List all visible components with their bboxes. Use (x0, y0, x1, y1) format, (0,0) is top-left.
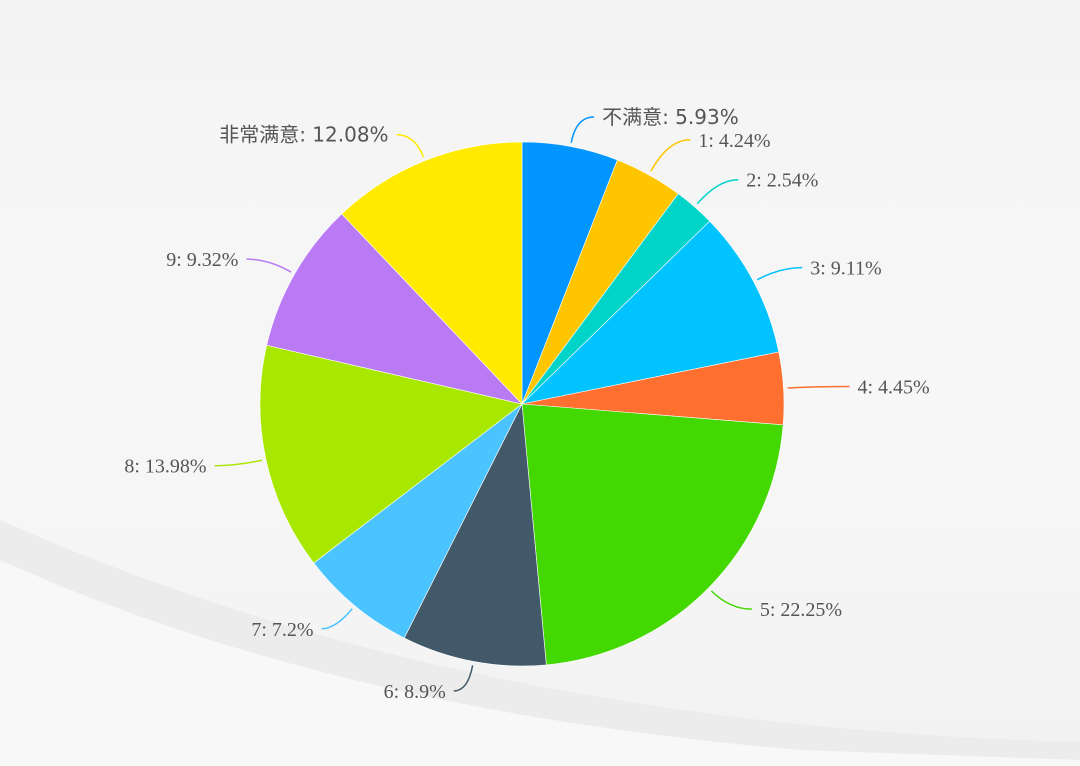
leader-line (453, 665, 474, 692)
slice-label: 9: 9.32% (166, 249, 238, 271)
leader-line (710, 590, 752, 610)
pie-slice (521, 403, 784, 666)
leader-line (246, 258, 292, 273)
slice-label: 非常满意: 12.08% (219, 123, 388, 147)
leader-line (214, 459, 263, 467)
slice-label: 不满意: 5.93% (602, 105, 739, 129)
pie-slice (259, 344, 523, 564)
leader-line (650, 139, 691, 172)
leader-lines (214, 116, 850, 692)
pie-slice (521, 220, 780, 405)
pie-slice (341, 141, 523, 405)
leader-line (570, 116, 595, 143)
slice-label: 2: 2.54% (746, 170, 818, 192)
leader-line (696, 178, 739, 205)
pie-slice (266, 213, 523, 405)
slice-labels: 不满意: 5.93%1: 4.24% 2: 2.54% 3: 9.11% 4: 4.4… (124, 105, 929, 703)
leader-line (321, 608, 353, 630)
leader-line (756, 266, 803, 281)
slice-label: 7: 7.2% (251, 619, 313, 641)
leader-line (396, 133, 425, 158)
slice-label: 4: 4.45% (857, 376, 929, 398)
pie-slices (259, 141, 785, 667)
slice-label: 1: 4.24% (698, 130, 770, 152)
pie-slice (403, 402, 547, 667)
slice-label: 6: 8.9% (384, 681, 446, 703)
leader-line (787, 385, 850, 389)
slice-label: 5: 22.25% (760, 599, 842, 621)
slice-label: 8: 13.98% (124, 456, 206, 478)
slice-label: 3: 9.11% (810, 258, 881, 280)
pie-slice (313, 403, 523, 639)
